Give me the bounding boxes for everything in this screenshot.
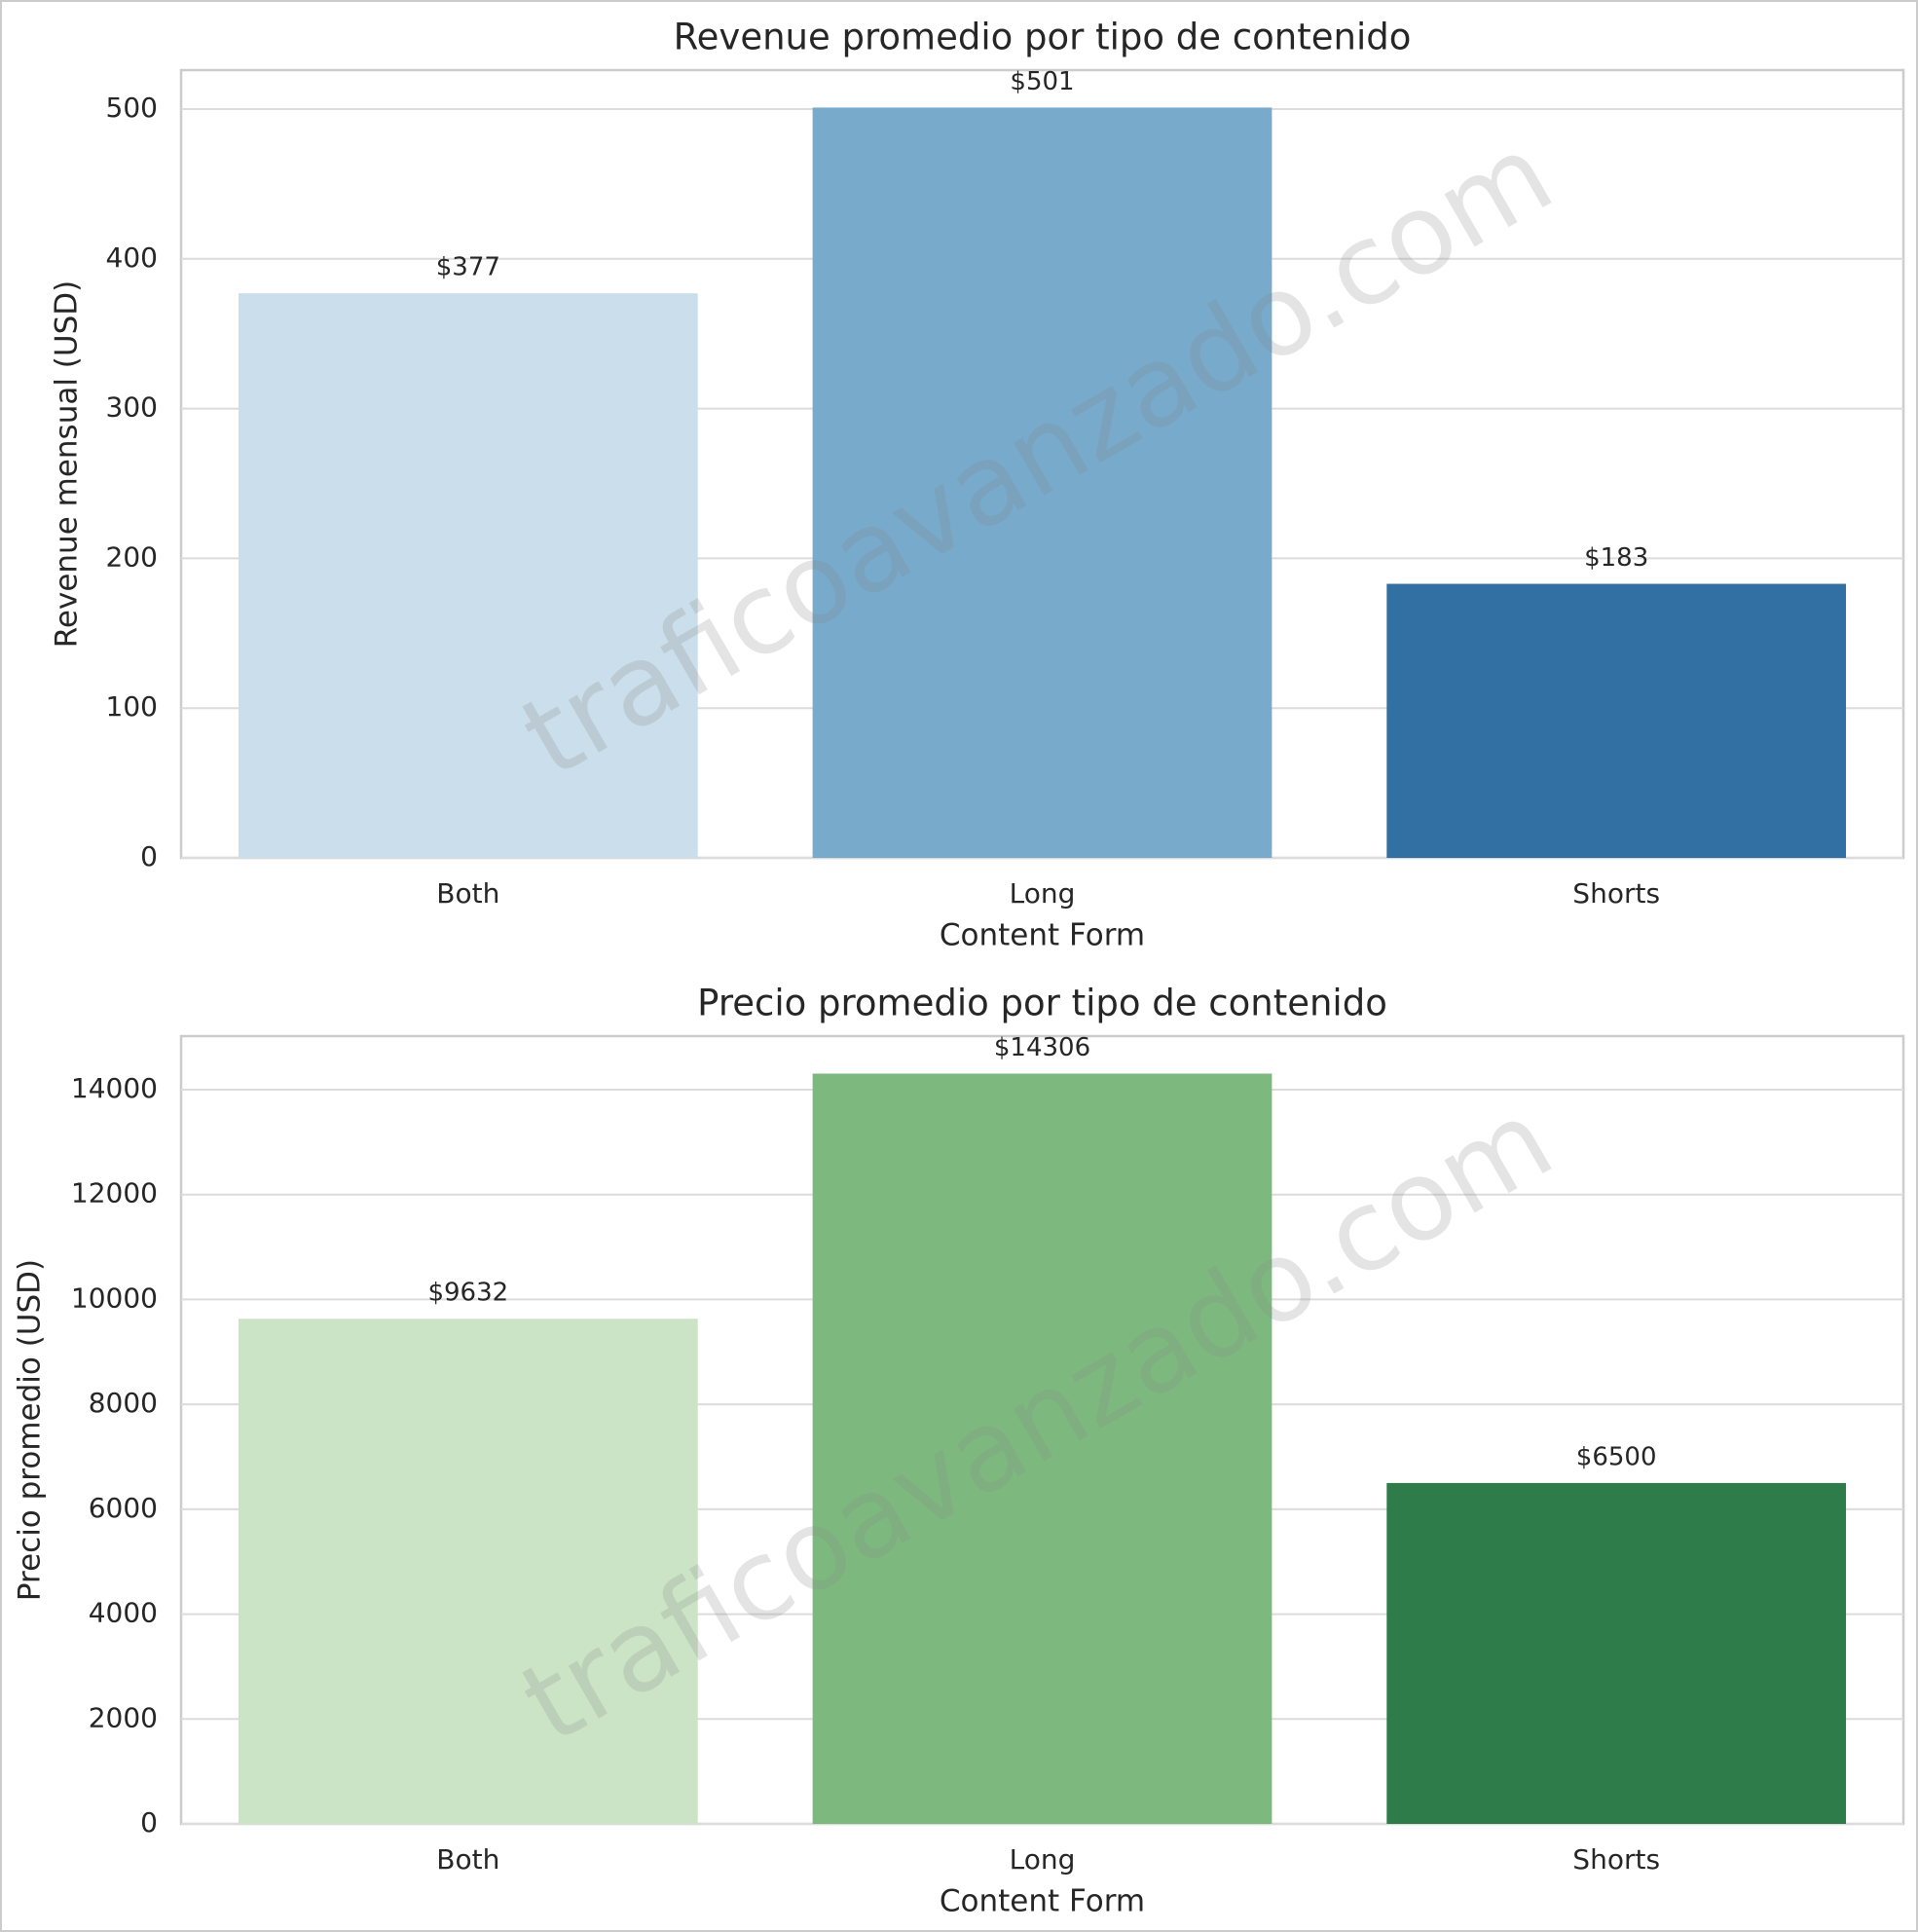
bar — [238, 293, 698, 858]
value-label: $14306 — [994, 1033, 1090, 1062]
y-tick-label: 400 — [106, 242, 158, 274]
x-tick-label: Both — [436, 1843, 499, 1876]
y-tick-label: 300 — [106, 391, 158, 424]
y-tick-label: 14000 — [71, 1072, 158, 1104]
bar — [1386, 583, 1847, 858]
value-label: $6500 — [1576, 1442, 1657, 1471]
y-tick-label: 500 — [106, 92, 158, 124]
value-label: $501 — [1010, 67, 1074, 96]
x-tick-label: Long — [1010, 877, 1076, 910]
value-label: $377 — [436, 253, 500, 282]
bar — [812, 1073, 1273, 1824]
bar — [238, 1319, 698, 1824]
x-tick-label: Shorts — [1572, 877, 1660, 910]
y-tick-label: 200 — [106, 540, 158, 573]
y-tick-label: 100 — [106, 690, 158, 723]
value-label: $183 — [1584, 543, 1648, 573]
value-label: $9632 — [427, 1279, 508, 1308]
x-axis-label: Content Form — [940, 1884, 1145, 1919]
x-tick-label: Shorts — [1572, 1843, 1660, 1876]
y-tick-label: 4000 — [89, 1597, 158, 1629]
y-axis-label: Revenue mensual (USD) — [50, 280, 85, 648]
chart-title: Revenue promedio por tipo de contenido — [674, 17, 1412, 58]
y-axis-label: Precio promedio (USD) — [13, 1259, 48, 1601]
x-tick-label: Long — [1010, 1843, 1076, 1876]
y-tick-label: 0 — [140, 1806, 158, 1839]
x-axis-label: Content Form — [940, 918, 1145, 953]
y-tick-label: 12000 — [71, 1177, 158, 1209]
y-tick-label: 8000 — [89, 1387, 158, 1419]
chart-title: Precio promedio por tipo de contenido — [697, 983, 1387, 1024]
bar — [812, 107, 1273, 859]
y-tick-label: 0 — [140, 840, 158, 873]
y-tick-label: 2000 — [89, 1701, 158, 1733]
x-tick-label: Both — [436, 877, 499, 910]
y-tick-label: 6000 — [89, 1492, 158, 1524]
bar — [1386, 1482, 1847, 1824]
y-tick-label: 10000 — [71, 1282, 158, 1314]
